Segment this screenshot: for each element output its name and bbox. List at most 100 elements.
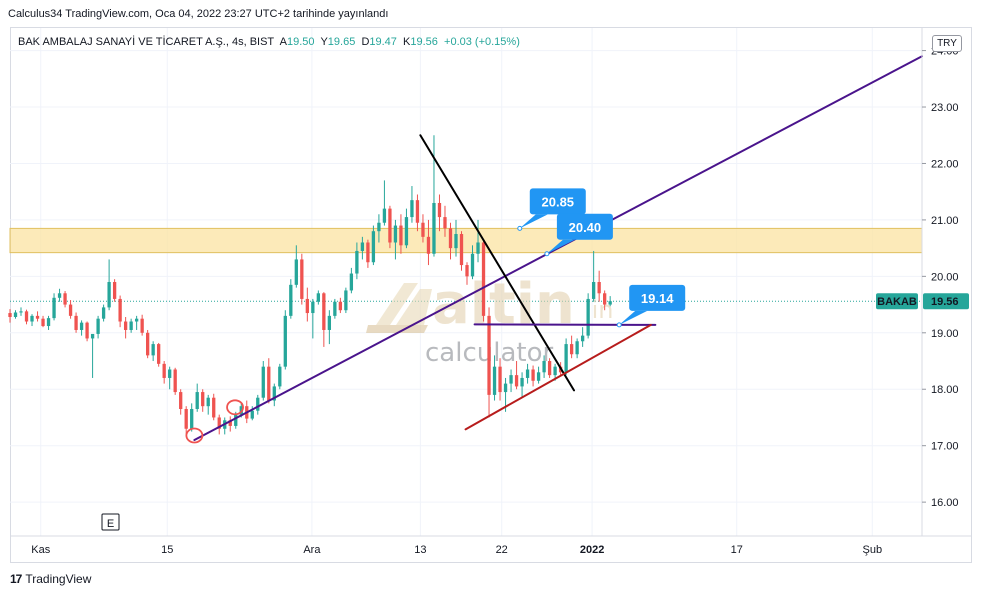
candle [63, 291, 67, 308]
candle-body [360, 242, 365, 251]
candle-body [311, 301, 315, 314]
candle-body [68, 304, 73, 316]
candle [90, 333, 95, 378]
y-tick-label: 23.00 [931, 102, 959, 114]
y-tick-label: 22.00 [931, 158, 959, 170]
callout-pointer [546, 239, 575, 254]
candle-body [393, 225, 398, 243]
candle-body [404, 217, 409, 246]
candle [470, 245, 475, 280]
x-tick-label: Kas [31, 544, 50, 556]
candle-body [90, 333, 95, 339]
callout-20.85: 20.85 [517, 188, 586, 231]
candle-body [525, 369, 530, 378]
tradingview-footer[interactable]: 17 TradingView [10, 572, 91, 586]
circle-marks [185, 399, 244, 444]
candle-body [35, 315, 40, 319]
symbol-title: BAK AMBALAJ SANAYİ VE TİCARET A.Ş., 4s, … [18, 36, 275, 48]
candle-body [382, 208, 387, 223]
candle-body [201, 392, 205, 407]
high-value: 19.65 [327, 36, 356, 48]
candle-body [366, 242, 370, 263]
candle-body [536, 372, 541, 381]
purple-uptrend-line [193, 55, 923, 442]
candle [311, 298, 315, 339]
candle-body [344, 290, 348, 311]
candle [575, 338, 579, 359]
candle [300, 253, 304, 305]
candle [448, 222, 453, 260]
candle [481, 239, 486, 322]
callout-pointer [519, 214, 548, 229]
candle [168, 366, 172, 390]
candle-body [129, 321, 133, 330]
candle [162, 361, 166, 384]
publish-info: Calculus34 TradingView.com, Oca 04, 2022… [8, 8, 389, 20]
event-marker[interactable]: E [101, 513, 120, 531]
candle-body [454, 234, 458, 249]
candle-body [509, 375, 513, 384]
candle [140, 314, 144, 336]
candle [344, 287, 348, 314]
candle-body [283, 315, 287, 367]
chart-frame [10, 27, 972, 563]
candle [223, 417, 227, 435]
candle [410, 186, 414, 223]
candle [283, 310, 287, 370]
purple-support-line [473, 323, 657, 326]
symbol-legend: BAK AMBALAJ SANAYİ VE TİCARET A.Ş., 4s, … [18, 36, 520, 48]
candle [24, 309, 29, 325]
candle-body [553, 366, 557, 376]
candle [74, 312, 78, 333]
candle [586, 293, 590, 339]
candle [415, 194, 420, 232]
candle [355, 242, 359, 280]
candle [206, 394, 210, 415]
candle [179, 389, 183, 415]
candle [536, 366, 541, 384]
x-tick-label: 2022 [580, 544, 604, 556]
candle-body [272, 386, 276, 401]
candle [465, 262, 469, 285]
candle [212, 393, 216, 421]
candle-body [487, 315, 491, 395]
candle [316, 290, 320, 305]
candle-body [52, 297, 56, 319]
candle [294, 245, 298, 288]
candle-body [234, 414, 238, 426]
candle-body [388, 208, 392, 243]
candle [256, 394, 260, 415]
candle [591, 250, 596, 302]
candle-body [217, 417, 221, 429]
candle-body [564, 344, 568, 373]
candle-body [322, 293, 326, 330]
y-tick-label: 18.00 [931, 384, 959, 396]
candle-body [256, 397, 260, 411]
candle [382, 180, 387, 226]
currency-button[interactable]: TRY [932, 35, 962, 52]
candle-body [212, 397, 216, 418]
candle-body [465, 265, 469, 277]
candle-body [173, 369, 177, 393]
y-tick-label: 17.00 [931, 441, 959, 453]
candle [531, 365, 535, 387]
candle-body [151, 344, 155, 356]
callout-pointer [619, 310, 648, 325]
candle [443, 205, 447, 237]
candle [608, 296, 612, 307]
candle [542, 355, 546, 378]
candle-body [19, 311, 23, 313]
candle [118, 295, 122, 328]
candle-body [333, 301, 337, 316]
callout-label: 20.85 [542, 194, 575, 209]
callout-label: 20.40 [569, 220, 602, 235]
callout-box [556, 213, 613, 240]
candle-body [426, 236, 431, 254]
candle-body [569, 344, 574, 355]
candle-body [30, 315, 34, 322]
candle [85, 321, 89, 342]
candle-body [74, 315, 78, 330]
candle [217, 414, 221, 435]
candle [333, 298, 337, 319]
